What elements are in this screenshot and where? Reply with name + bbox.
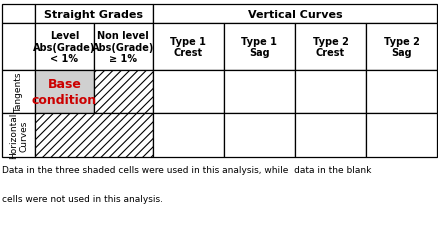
Text: Horizontal
Curves: Horizontal Curves: [9, 113, 28, 159]
Bar: [2, 70, 35, 114]
Text: cells were not used in this analysis.: cells were not used in this analysis.: [2, 195, 163, 204]
Bar: [366, 114, 437, 158]
Text: Straight Grades: Straight Grades: [44, 9, 143, 19]
Bar: [366, 24, 437, 70]
Bar: [2, 24, 35, 70]
Text: Vertical Curves: Vertical Curves: [247, 9, 342, 19]
Bar: [35, 70, 94, 114]
Bar: [224, 70, 295, 114]
Bar: [35, 114, 153, 158]
Bar: [295, 114, 366, 158]
Bar: [2, 114, 35, 158]
Text: Data in the three shaded cells were used in this analysis, while  data in the bl: Data in the three shaded cells were used…: [2, 165, 371, 174]
Text: Base
condition: Base condition: [32, 78, 97, 106]
Bar: [153, 114, 224, 158]
Bar: [35, 24, 94, 70]
Bar: [295, 70, 366, 114]
Bar: [295, 24, 366, 70]
Text: Level
Abs(Grade)
< 1%: Level Abs(Grade) < 1%: [33, 31, 95, 64]
Bar: [2, 4, 35, 24]
Text: Type 1
Crest: Type 1 Crest: [170, 37, 206, 58]
Bar: [94, 24, 153, 70]
Text: Non level
Abs(Grade)
≥ 1%: Non level Abs(Grade) ≥ 1%: [92, 31, 155, 64]
Bar: [35, 4, 153, 24]
Bar: [153, 4, 437, 24]
Text: Type 2
Sag: Type 2 Sag: [384, 37, 420, 58]
Bar: [224, 24, 295, 70]
Text: Type 1
Sag: Type 1 Sag: [241, 37, 277, 58]
Bar: [153, 70, 224, 114]
Text: Type 2
Crest: Type 2 Crest: [313, 37, 348, 58]
Bar: [94, 70, 153, 114]
Bar: [366, 70, 437, 114]
Bar: [224, 114, 295, 158]
Bar: [153, 24, 224, 70]
Text: Tangents: Tangents: [14, 72, 23, 112]
